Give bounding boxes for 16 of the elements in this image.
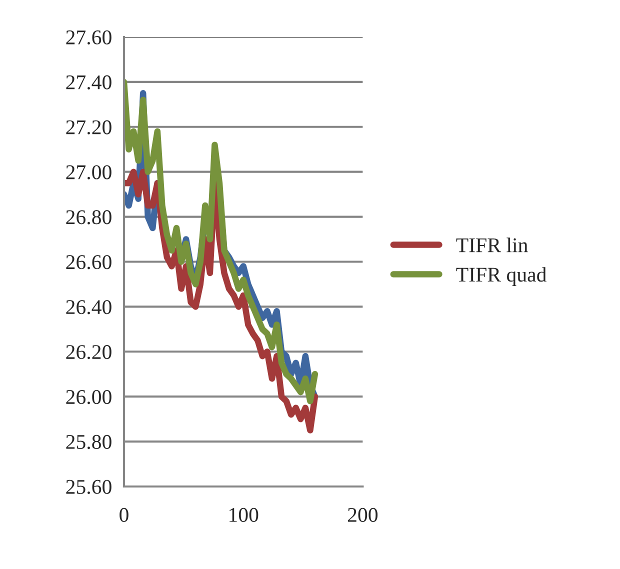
y-tick-label: 26.60 [66,255,112,270]
legend-label: TIFR quad [456,267,546,286]
y-tick-label: 27.40 [66,75,112,90]
y-tick-label: 26.00 [66,390,112,404]
y-tick-label: 27.60 [66,30,112,45]
y-tick-label: 26.40 [66,300,112,314]
legend-label: TIFR lin [456,238,528,252]
y-tick-label: 26.80 [66,210,112,224]
y-tick-label: 27.20 [66,120,112,134]
x-tick-label: 100 [230,508,258,522]
x-tick-label: 200 [348,508,378,522]
y-tick-label: 25.80 [66,434,112,450]
y-tick-label: 26.20 [66,345,112,360]
x-tick-label: 0 [120,508,128,522]
y-tick-label: 27.00 [66,165,112,180]
y-tick-label: 25.60 [66,480,112,494]
